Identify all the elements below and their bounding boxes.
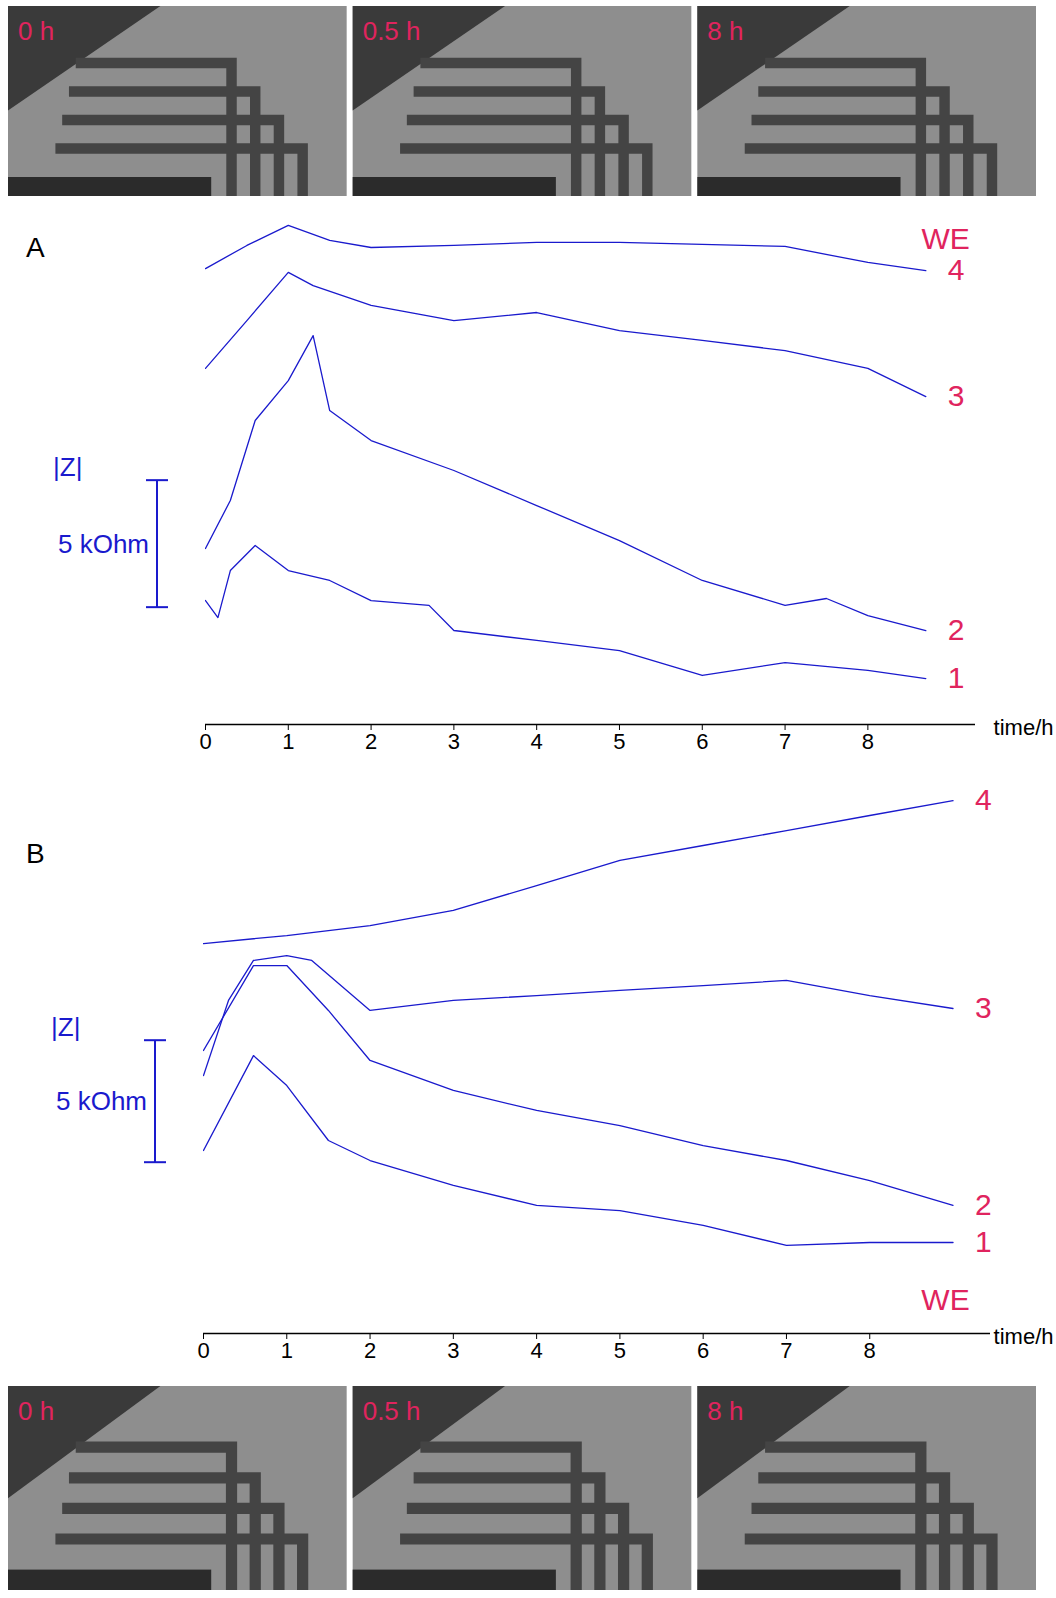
svg-text:1: 1: [948, 661, 965, 694]
svg-text:1: 1: [282, 729, 294, 754]
svg-text:5 kOhm: 5 kOhm: [58, 529, 149, 559]
svg-text:6: 6: [696, 729, 708, 754]
svg-text:1: 1: [281, 1338, 293, 1363]
svg-text:3: 3: [448, 729, 460, 754]
svg-text:WE: WE: [922, 222, 970, 255]
svg-text:5 kOhm: 5 kOhm: [56, 1086, 147, 1116]
svg-text:0: 0: [199, 729, 211, 754]
svg-text:6: 6: [697, 1338, 709, 1363]
svg-text:5: 5: [614, 1338, 626, 1363]
svg-text:8: 8: [864, 1338, 876, 1363]
svg-text:0: 0: [197, 1338, 209, 1363]
svg-text:4: 4: [975, 783, 992, 816]
svg-text:time/h: time/h: [994, 1324, 1054, 1349]
svg-text:0.5 h: 0.5 h: [363, 1396, 421, 1426]
svg-text:|Z|: |Z|: [53, 452, 82, 482]
svg-text:5: 5: [613, 729, 625, 754]
svg-text:2: 2: [975, 1188, 992, 1221]
svg-text:8 h: 8 h: [707, 1396, 743, 1426]
svg-text:7: 7: [780, 1338, 792, 1363]
svg-text:0.5 h: 0.5 h: [363, 16, 421, 46]
svg-text:8 h: 8 h: [707, 16, 743, 46]
html-text:B: B: [26, 838, 45, 869]
svg-text:2: 2: [364, 1338, 376, 1363]
svg-text:WE: WE: [921, 1283, 969, 1316]
svg-text:8: 8: [862, 729, 874, 754]
svg-text:0 h: 0 h: [18, 1396, 54, 1426]
svg-text:1: 1: [975, 1225, 992, 1258]
svg-text:3: 3: [948, 379, 965, 412]
svg-text:|Z|: |Z|: [51, 1012, 80, 1042]
svg-text:2: 2: [365, 729, 377, 754]
svg-text:2: 2: [948, 613, 965, 646]
svg-text:7: 7: [779, 729, 791, 754]
svg-text:3: 3: [975, 991, 992, 1024]
svg-text:4: 4: [530, 1338, 542, 1363]
svg-text:time/h: time/h: [994, 715, 1054, 740]
svg-text:4: 4: [531, 729, 543, 754]
html-text:A: A: [26, 232, 45, 263]
svg-text:0 h: 0 h: [18, 16, 54, 46]
svg-text:4: 4: [948, 253, 965, 286]
svg-text:3: 3: [447, 1338, 459, 1363]
